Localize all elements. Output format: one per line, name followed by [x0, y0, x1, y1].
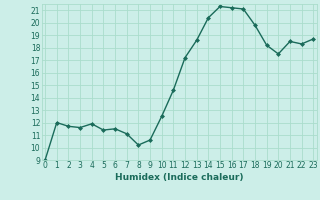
X-axis label: Humidex (Indice chaleur): Humidex (Indice chaleur) — [115, 173, 244, 182]
